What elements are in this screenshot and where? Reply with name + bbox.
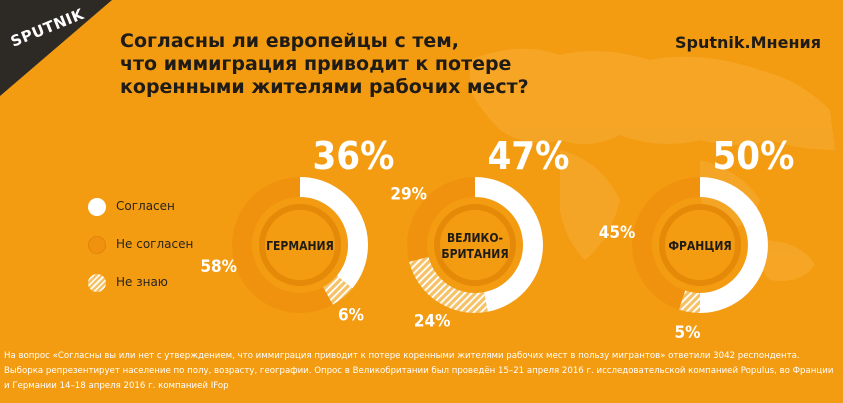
donut-uk: ВЕЛИКО- БРИТАНИЯ 47% 29% 24% — [390, 134, 569, 332]
label-agree-france: 50% — [713, 134, 795, 178]
slice-unknown-germany — [322, 275, 353, 305]
legend-swatch-agree — [88, 198, 106, 216]
donut-france: ФРАНЦИЯ 50% 45% 5% — [599, 134, 795, 343]
legend-swatch-unknown — [88, 274, 106, 292]
label-agree-uk: 47% — [488, 134, 570, 178]
footnote-line-2: Выборка репрезентирует население по полу… — [4, 366, 834, 376]
donut-center-germany — [259, 204, 341, 286]
title-line-3: коренными жителями рабочих мест? — [120, 76, 529, 98]
label-unknown-germany: 6% — [338, 306, 364, 326]
page-title: Согласны ли европейцы с тем, что иммигра… — [120, 30, 560, 99]
legend-label-disagree: Не согласен — [116, 237, 194, 251]
country-label-germany: ГЕРМАНИЯ — [266, 239, 334, 253]
footnote-line-1: На вопрос «Согласны вы или нет с утвержд… — [4, 351, 800, 361]
donut-center-uk — [434, 204, 516, 286]
label-disagree-france: 45% — [599, 223, 636, 243]
donut-germany: ГЕРМАНИЯ 36% 58% 6% — [200, 134, 394, 326]
legend-label-agree: Согласен — [116, 199, 175, 213]
slice-agree-uk — [474, 177, 543, 312]
country-label-uk: ВЕЛИКО- — [447, 231, 503, 245]
label-disagree-germany: 58% — [200, 257, 237, 277]
slice-agree-germany — [299, 177, 368, 289]
legend-swatch-disagree — [88, 236, 106, 254]
title-line-2: что иммиграция приводит к потере — [120, 53, 512, 75]
donut-charts-group: ГЕРМАНИЯ 36% 58% 6% ВЕЛИКО- БРИТАНИЯ 47% 29% 24%… — [200, 134, 794, 343]
sputnik-logo-badge: SPUTNIK — [0, 0, 130, 110]
footnote-line-3: и Германии 14–18 апреля 2016 г. компание… — [4, 381, 229, 391]
label-agree-germany: 36% — [313, 134, 395, 178]
survey-footnote: На вопрос «Согласны вы или нет с утвержд… — [4, 349, 839, 394]
country-label-uk: БРИТАНИЯ — [441, 247, 508, 261]
label-disagree-uk: 29% — [390, 185, 427, 205]
brand-label: Sputnik.Мнения — [675, 33, 821, 52]
slice-unknown-france — [678, 290, 701, 313]
label-unknown-france: 5% — [675, 323, 701, 343]
logo-corner-shape — [0, 0, 112, 96]
donut-center-france — [659, 204, 741, 286]
title-line-1: Согласны ли европейцы с тем, — [120, 30, 459, 52]
label-unknown-uk: 24% — [414, 312, 451, 332]
slice-unknown-uk — [409, 256, 488, 313]
slice-agree-france — [699, 177, 768, 313]
country-label-france: ФРАНЦИЯ — [668, 239, 731, 253]
legend-label-unknown: Не знаю — [116, 275, 168, 289]
